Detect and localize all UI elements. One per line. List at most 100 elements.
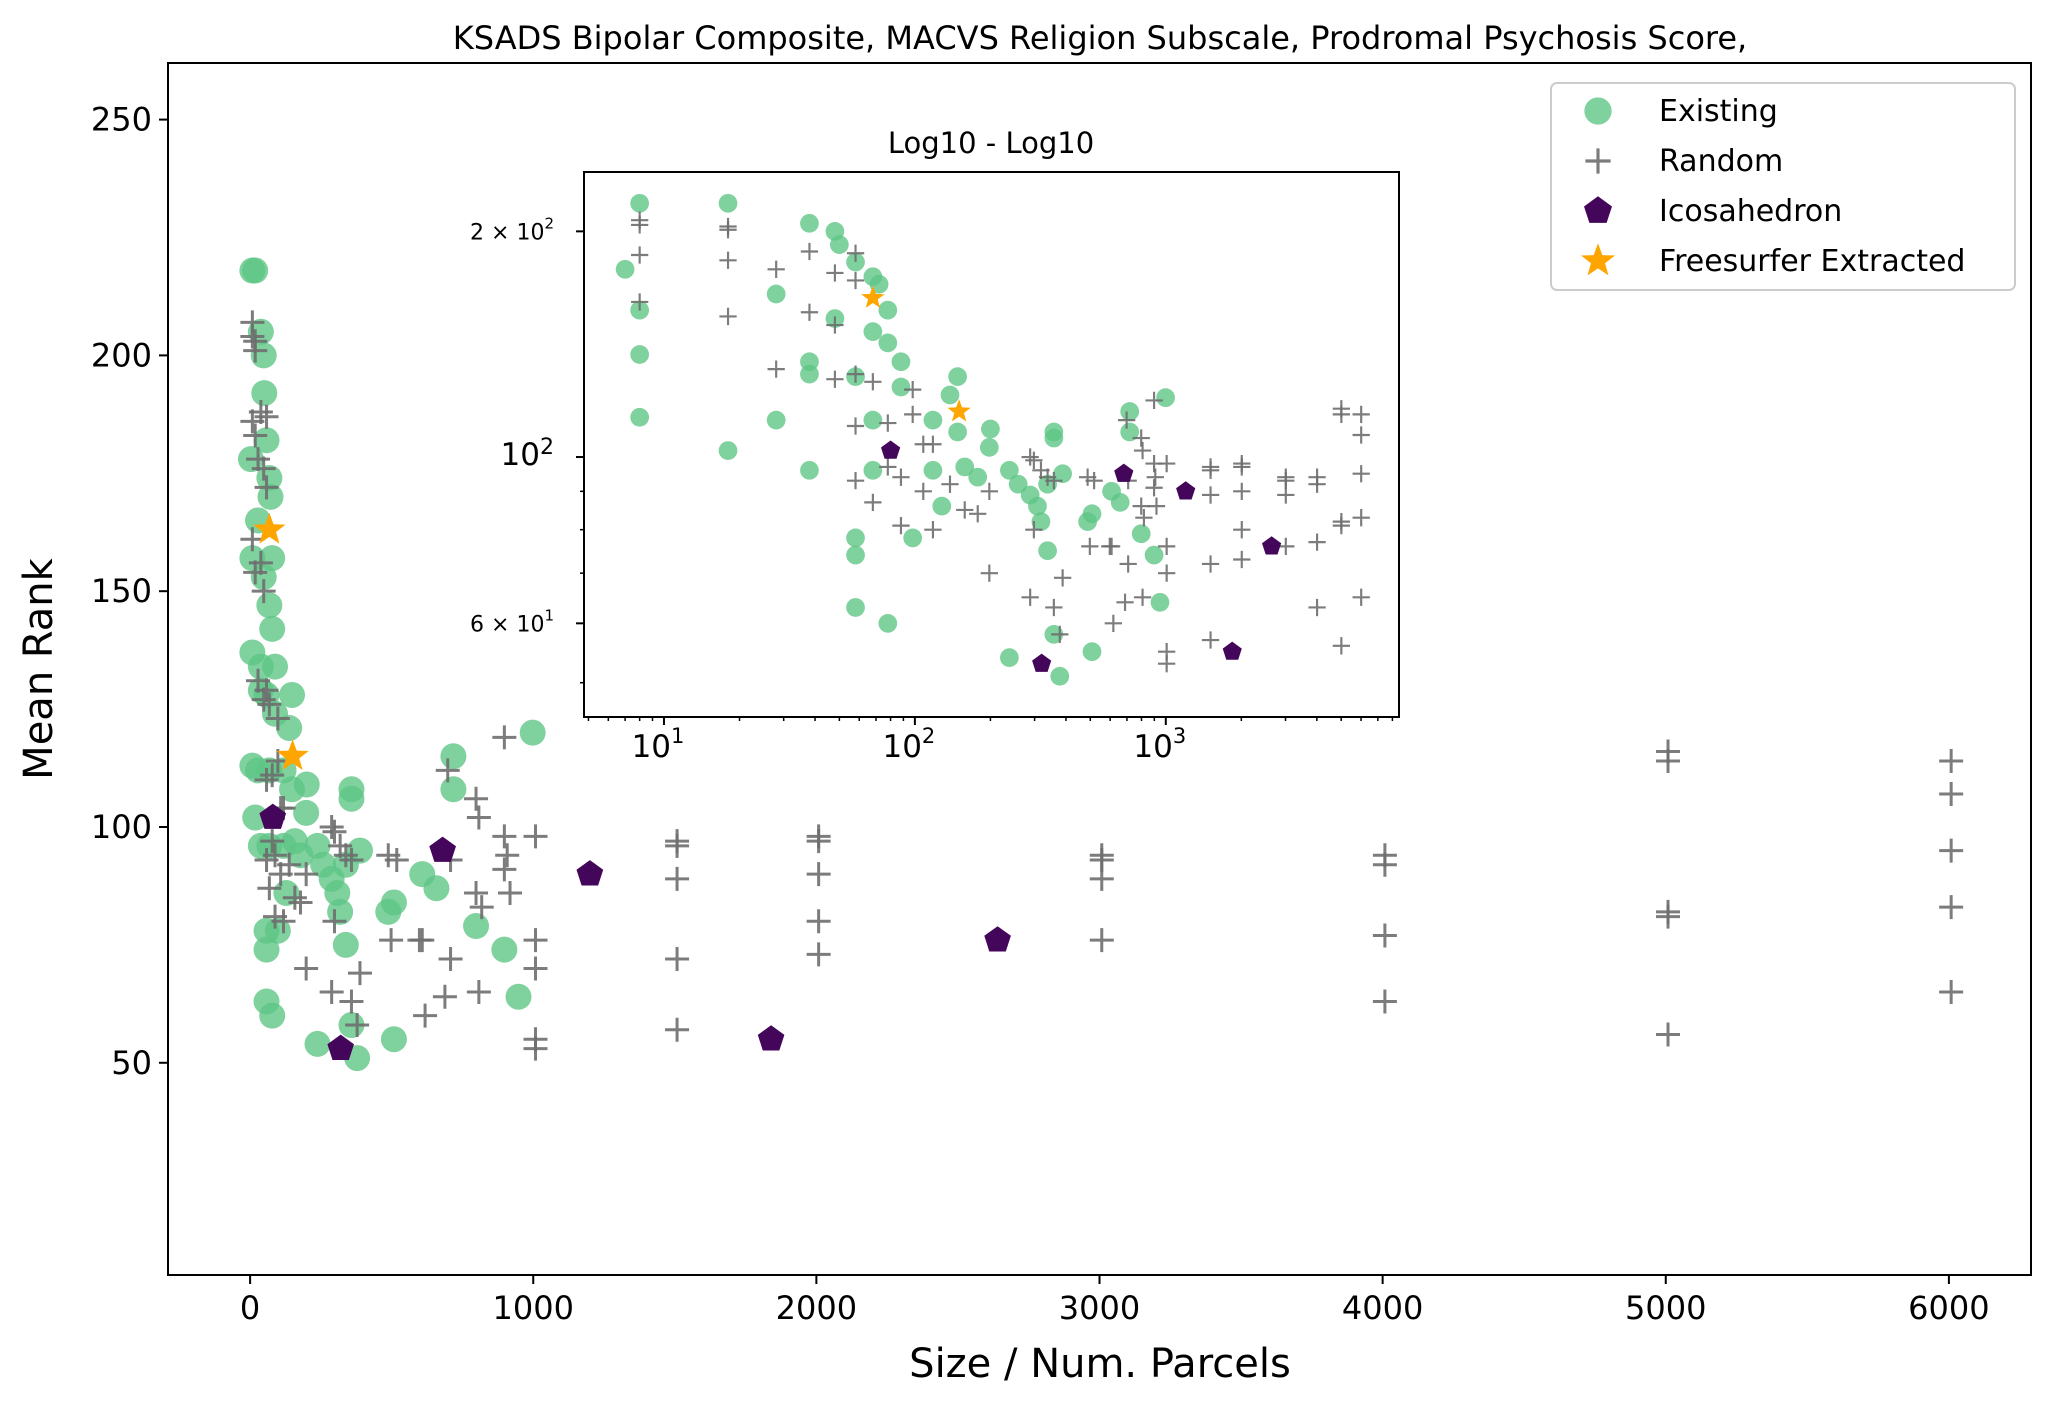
data-point-plus — [523, 1036, 548, 1061]
inset-data-point-plus — [1132, 497, 1150, 515]
data-point-plus — [1939, 895, 1964, 920]
chart-title: KSADS Bipolar Composite, MACVS Religion … — [453, 19, 1747, 57]
inset-data-point-plus — [1332, 637, 1350, 655]
data-point-circle — [239, 545, 266, 572]
y-tick-label: 50 — [111, 1044, 152, 1082]
inset-data-point-circle — [968, 467, 988, 487]
inset-data-point-circle — [1120, 402, 1140, 421]
data-point-plus — [523, 928, 548, 953]
inset-data-point-circle — [1156, 388, 1175, 408]
legend-label-icosahedron: Icosahedron — [1659, 194, 1842, 229]
inset-data-point-plus — [864, 373, 882, 391]
inset-data-point-circle — [1044, 422, 1064, 442]
data-point-plus — [1089, 866, 1114, 891]
inset-data-point-circle — [1038, 541, 1057, 561]
data-point-plus — [257, 876, 282, 901]
x-axis: 0 1000 2000 3000 4000 5000 6000 — [240, 1275, 1990, 1327]
inset-data-point-plus — [1233, 521, 1251, 539]
inset-data-point-circle — [846, 545, 865, 565]
inset-data-point-plus — [1133, 588, 1152, 606]
inset-data-point-pentagon — [1176, 481, 1196, 500]
y-tick-label: 200 — [91, 336, 152, 374]
data-point-star — [253, 512, 286, 544]
inset-data-point-pentagon — [1032, 653, 1052, 672]
inset-data-point-plus — [1233, 550, 1251, 569]
data-point-plus — [251, 456, 276, 481]
data-point-plus — [665, 947, 690, 972]
inset-data-point-plus — [1201, 631, 1220, 649]
inset-data-point-pentagon — [1262, 536, 1282, 555]
inset-data-point-circle — [1050, 666, 1070, 686]
data-point-plus — [464, 786, 489, 811]
inset-data-point-circle — [948, 422, 967, 442]
inset-data-point-circle — [878, 333, 898, 353]
inset-data-point-circle — [1082, 642, 1102, 662]
inset-data-point-plus — [846, 472, 865, 490]
data-point-circle — [259, 1002, 286, 1029]
data-point-circle — [304, 1030, 331, 1057]
inset-data-point-plus — [1102, 537, 1121, 556]
data-point-circle — [250, 564, 277, 591]
inset-data-point-plus — [1021, 588, 1039, 606]
data-point-plus — [319, 980, 344, 1005]
legend-marker-star — [1581, 243, 1615, 276]
legend-marker-plus — [1585, 148, 1611, 174]
inset-data-point-circle — [940, 385, 960, 405]
inset-data-point-circle — [800, 364, 819, 384]
inset-data-point-circle — [846, 528, 865, 548]
inset-data-point-plus — [1045, 472, 1063, 490]
inset-data-point-plus — [767, 360, 785, 378]
data-point-plus — [265, 706, 290, 731]
data-point-plus — [294, 956, 319, 981]
data-point-plus — [1939, 980, 1964, 1005]
inset-data-point-circle — [891, 352, 911, 372]
data-point-pentagon — [327, 1034, 354, 1060]
data-point-plus — [257, 692, 282, 717]
inset-data-point-plus — [892, 468, 910, 486]
inset-data-point-circle — [846, 252, 865, 272]
inset-data-point-pentagon — [1114, 463, 1134, 482]
data-point-plus — [1656, 748, 1681, 773]
data-point-plus — [1656, 1022, 1681, 1047]
data-point-plus — [339, 989, 364, 1014]
data-point-plus — [333, 843, 358, 868]
data-point-circle — [242, 257, 269, 284]
inset-data-point-circle — [846, 598, 865, 617]
inset-data-point-plus — [1117, 411, 1136, 429]
x-tick-label: 0 — [240, 1289, 260, 1327]
legend-label-existing: Existing — [1659, 94, 1778, 129]
inset-data-point-circle — [923, 410, 943, 430]
data-point-plus — [665, 866, 690, 891]
data-point-plus — [466, 805, 491, 830]
x-tick-label: 1000 — [493, 1289, 574, 1327]
data-point-plus — [495, 843, 520, 868]
data-point-circle — [242, 804, 269, 831]
x-tick-label: 3000 — [1059, 1289, 1140, 1327]
data-point-plus — [288, 890, 313, 915]
inset-data-point-circle — [903, 528, 923, 548]
inset-data-point-plus — [1133, 441, 1152, 460]
inset-data-point-star — [947, 399, 971, 422]
y-tick-label: 100 — [91, 808, 152, 846]
inset-data-point-circle — [1000, 648, 1019, 668]
data-point-plus — [254, 475, 279, 500]
data-point-circle — [256, 592, 283, 619]
data-point-circle — [253, 936, 280, 963]
inset-data-point-plus — [826, 316, 844, 334]
inset-data-point-plus — [1025, 451, 1043, 469]
data-point-plus — [1939, 838, 1964, 863]
inset-data-point-circle — [718, 193, 738, 213]
inset-data-point-plus — [941, 475, 959, 493]
data-point-plus — [665, 833, 690, 858]
inset-data-point-plus — [1119, 555, 1137, 573]
data-point-plus — [379, 928, 404, 953]
data-point-plus — [260, 829, 285, 854]
inset-data-point-circle — [766, 284, 786, 304]
inset-data-point-circle — [615, 259, 635, 279]
data-point-plus — [1372, 852, 1397, 877]
inset-data-point-plus — [800, 242, 819, 261]
inset-data-point-circle — [766, 410, 786, 430]
data-point-plus — [254, 767, 279, 792]
